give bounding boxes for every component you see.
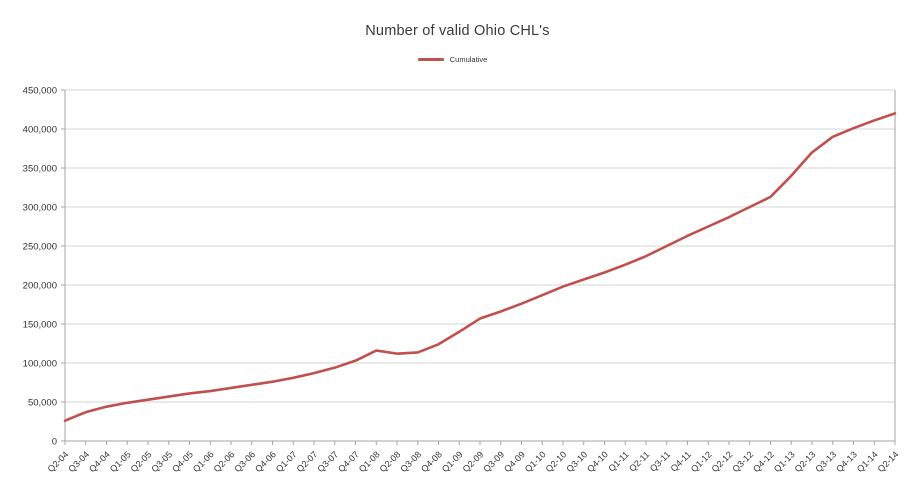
x-tick-label: Q3-13 [813, 449, 838, 474]
y-tick-label: 150,000 [23, 320, 57, 331]
legend-label: Cumulative [449, 55, 488, 64]
x-tick-label: Q1-10 [523, 449, 548, 474]
x-tick-label: Q1-09 [440, 449, 465, 474]
x-tick-label: Q3-12 [730, 449, 755, 474]
x-tick-label: Q2-09 [461, 449, 486, 474]
x-tick-label: Q1-06 [191, 449, 216, 474]
x-tick-label: Q4-04 [87, 449, 112, 474]
x-tick-label: Q1-14 [855, 449, 880, 474]
x-tick-label: Q2-14 [876, 449, 901, 474]
x-tick-label: Q4-08 [419, 449, 444, 474]
x-tick-label: Q3-08 [398, 449, 423, 474]
y-tick-label: 300,000 [23, 203, 57, 214]
x-tick-label: Q4-11 [669, 449, 693, 473]
x-tick-label: Q1-05 [108, 449, 133, 474]
x-tick-label: Q3-11 [648, 449, 672, 473]
x-tick-label: Q2-10 [544, 449, 569, 474]
x-tick-label: Q2-06 [212, 449, 237, 474]
y-tick-label: 0 [52, 437, 57, 448]
y-tick-label: 200,000 [23, 281, 57, 292]
x-tick-label: Q4-09 [502, 449, 527, 474]
x-tick-label: Q2-11 [627, 449, 651, 473]
legend-line-swatch [417, 58, 444, 61]
x-tick-label: Q3-06 [232, 449, 257, 474]
y-tick-label: 100,000 [23, 359, 57, 370]
y-tick-label: 50,000 [28, 398, 57, 409]
x-tick-label: Q4-10 [585, 449, 610, 474]
x-tick-label: Q3-04 [66, 449, 91, 474]
legend: Cumulative [0, 55, 905, 64]
x-tick-label: Q1-12 [689, 449, 714, 474]
x-tick-label: Q3-05 [149, 449, 174, 474]
x-tick-label: Q4-05 [170, 449, 195, 474]
chart-title: Number of valid Ohio CHL's [365, 23, 550, 39]
x-tick-label: Q2-08 [378, 449, 403, 474]
x-tick-label: Q3-10 [564, 449, 589, 474]
x-tick-label: Q2-12 [710, 449, 735, 474]
y-tick-label: 250,000 [23, 242, 57, 253]
y-tick-label: 350,000 [23, 164, 57, 175]
x-tick-label: Q4-06 [253, 449, 278, 474]
x-tick-label: Q2-05 [129, 449, 154, 474]
x-tick-label: Q2-04 [46, 449, 71, 474]
x-tick-label: Q2-07 [295, 449, 320, 474]
x-tick-label: Q4-12 [751, 449, 776, 474]
x-tick-label: Q1-13 [772, 449, 797, 474]
x-tick-label: Q1-11 [606, 449, 630, 473]
x-tick-label: Q1-08 [357, 449, 382, 474]
x-tick-label: Q2-13 [793, 449, 818, 474]
x-tick-label: Q3-07 [315, 449, 340, 474]
x-tick-label: Q1-07 [274, 449, 299, 474]
x-tick-label: Q3-09 [481, 449, 506, 474]
y-tick-label: 400,000 [23, 125, 57, 136]
cumulative-series-line [63, 112, 897, 423]
x-tick-label: Q4-13 [834, 449, 859, 474]
x-tick-label: Q4-07 [336, 449, 361, 474]
y-tick-label: 450,000 [23, 86, 57, 97]
